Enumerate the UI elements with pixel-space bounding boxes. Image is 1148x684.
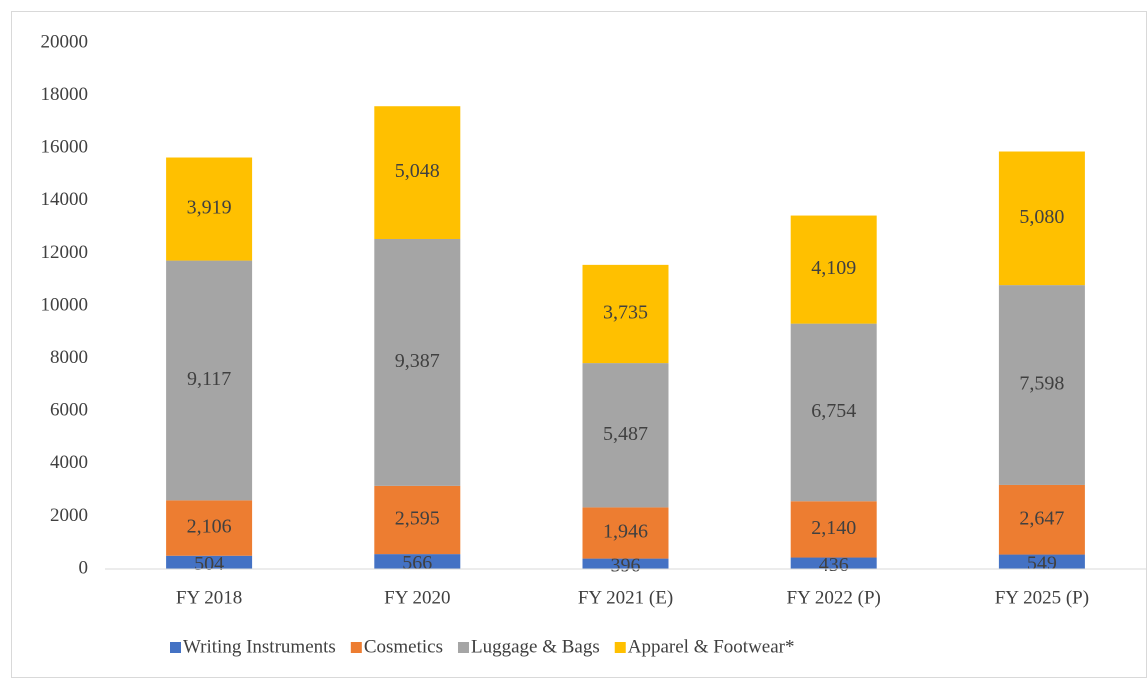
y-tick-label: 10000 bbox=[41, 294, 89, 315]
value-label: 3,919 bbox=[187, 197, 232, 219]
legend-swatch bbox=[170, 642, 181, 653]
value-label: 504 bbox=[194, 553, 224, 575]
value-label: 2,106 bbox=[187, 516, 232, 538]
bar-segment bbox=[790, 215, 877, 324]
legend-label: Luggage & Bags bbox=[471, 636, 600, 657]
value-label: 549 bbox=[1027, 552, 1057, 574]
value-label: 5,487 bbox=[603, 423, 648, 445]
bar-segment bbox=[790, 557, 877, 569]
y-tick-label: 2000 bbox=[50, 505, 88, 526]
bar-segment bbox=[582, 507, 669, 559]
x-tick-label: FY 2022 (P) bbox=[787, 587, 881, 608]
bar-segment bbox=[582, 363, 669, 508]
value-label: 2,140 bbox=[811, 517, 856, 539]
x-tick-label: FY 2021 (E) bbox=[578, 587, 673, 608]
value-label: 1,946 bbox=[603, 521, 648, 543]
value-label: 4,109 bbox=[811, 257, 856, 279]
y-tick-label: 16000 bbox=[41, 137, 89, 158]
y-tick-label: 20000 bbox=[41, 31, 89, 52]
y-tick-label: 14000 bbox=[41, 189, 89, 210]
y-tick-label: 6000 bbox=[50, 400, 88, 421]
legend-label: Cosmetics bbox=[364, 636, 443, 657]
bar-segment bbox=[374, 554, 461, 569]
bar-segment bbox=[790, 501, 877, 558]
bar-segment bbox=[998, 484, 1085, 555]
value-label: 2,647 bbox=[1019, 507, 1064, 529]
x-tick-label: FY 2025 (P) bbox=[995, 587, 1089, 608]
y-tick-label: 18000 bbox=[41, 84, 89, 105]
bar-segment bbox=[166, 157, 253, 261]
value-label: 9,387 bbox=[395, 350, 440, 372]
legend-label: Writing Instruments bbox=[183, 636, 336, 657]
value-label: 9,117 bbox=[187, 368, 231, 390]
legend-swatch bbox=[614, 642, 626, 653]
legend-swatch bbox=[350, 642, 362, 653]
bar-segment bbox=[166, 500, 253, 556]
bar-segment bbox=[998, 285, 1085, 485]
bar-segment bbox=[998, 554, 1085, 569]
value-label: 566 bbox=[402, 552, 432, 574]
value-label: 5,080 bbox=[1019, 206, 1064, 228]
bar-segment bbox=[582, 264, 669, 364]
value-label: 6,754 bbox=[811, 400, 856, 422]
legend-swatch bbox=[457, 642, 469, 653]
bar-segment bbox=[582, 558, 669, 569]
value-label: 7,598 bbox=[1019, 373, 1064, 395]
bar-segment bbox=[374, 106, 461, 239]
y-tick-label: 0 bbox=[79, 557, 89, 578]
x-tick-label: FY 2018 bbox=[176, 587, 242, 608]
y-tick-label: 12000 bbox=[41, 242, 89, 263]
value-label: 2,595 bbox=[395, 508, 440, 530]
legend-label: Apparel & Footwear* bbox=[628, 636, 795, 657]
bar-segment bbox=[166, 260, 253, 501]
value-label: 396 bbox=[611, 554, 641, 576]
bar-segment bbox=[166, 555, 253, 569]
value-label: 3,735 bbox=[603, 302, 648, 324]
bar-segment bbox=[374, 238, 461, 486]
bar-segment bbox=[998, 151, 1085, 286]
y-tick-label: 4000 bbox=[50, 452, 88, 473]
bar-segment bbox=[374, 485, 461, 555]
bar-segment bbox=[790, 323, 877, 502]
y-tick-label: 8000 bbox=[50, 347, 88, 368]
value-label: 436 bbox=[819, 554, 849, 576]
x-tick-label: FY 2020 bbox=[384, 587, 450, 608]
value-label: 5,048 bbox=[395, 160, 440, 182]
